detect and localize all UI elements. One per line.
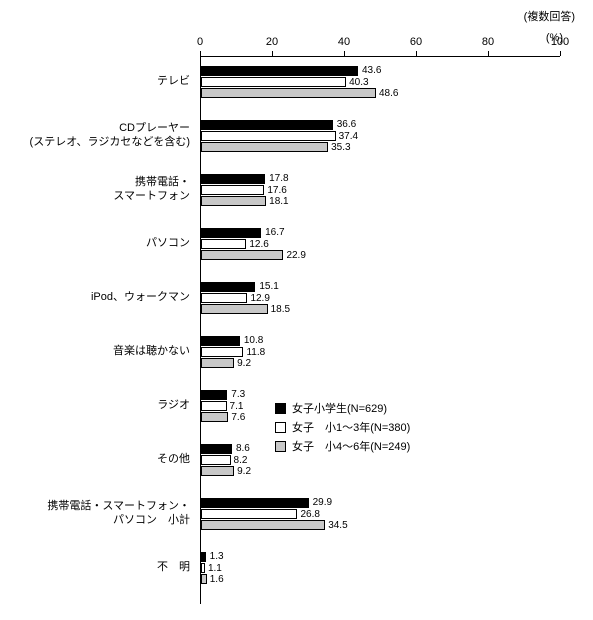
category-label: 音楽は聴かない	[0, 345, 190, 359]
bar: 17.6	[201, 185, 264, 195]
bar: 9.2	[201, 358, 234, 368]
bar: 7.3	[201, 390, 227, 400]
bar: 48.6	[201, 88, 376, 98]
legend-item: 女子 小1～3年(N=380)	[275, 419, 410, 435]
axis-tick-label: 80	[473, 36, 503, 48]
bar: 29.9	[201, 498, 309, 508]
bar-value-label: 12.9	[246, 293, 269, 304]
axis-tick-label: 40	[329, 36, 359, 48]
axis-tick-label: 0	[185, 36, 215, 48]
category-label: 不 明	[0, 561, 190, 575]
bar-value-label: 12.6	[245, 239, 268, 250]
bar-value-label: 8.2	[230, 455, 248, 466]
legend-label: 女子 小4～6年(N=249)	[292, 438, 410, 454]
legend: 女子小学生(N=629) 女子 小1～3年(N=380) 女子 小4～6年(N=24…	[275, 400, 410, 457]
bar-value-label: 40.3	[345, 77, 368, 88]
bar: 7.1	[201, 401, 227, 411]
bar: 12.9	[201, 293, 247, 303]
category-label: 携帯電話・スマートフォン	[0, 176, 190, 204]
category-label: テレビ	[0, 75, 190, 89]
category-label: パソコン	[0, 237, 190, 251]
bar: 16.7	[201, 228, 261, 238]
bar: 15.1	[201, 282, 255, 292]
bar-value-label: 29.9	[309, 497, 332, 508]
bar: 1.1	[201, 563, 205, 573]
axis-tick-label: 100	[545, 36, 575, 48]
bar: 9.2	[201, 466, 234, 476]
bar: 18.5	[201, 304, 268, 314]
bar: 12.6	[201, 239, 246, 249]
axis-tick-label: 60	[401, 36, 431, 48]
bar-value-label: 17.6	[263, 185, 286, 196]
bar-value-label: 36.6	[333, 119, 356, 130]
legend-item: 女子 小4～6年(N=249)	[275, 438, 410, 454]
bar-value-label: 22.9	[282, 250, 305, 261]
bar: 7.6	[201, 412, 228, 422]
bar-value-label: 35.3	[327, 142, 350, 153]
bar-value-label: 43.6	[358, 65, 381, 76]
bar-value-label: 10.8	[240, 335, 263, 346]
bar: 37.4	[201, 131, 336, 141]
bar-value-label: 26.8	[296, 509, 319, 520]
bar-value-label: 1.6	[206, 574, 224, 585]
bar-value-label: 7.6	[227, 412, 245, 423]
bar-value-label: 11.8	[242, 347, 265, 358]
bar-value-label: 7.3	[227, 389, 245, 400]
category-label: CDプレーヤー(ステレオ、ラジカセなどを含む)	[0, 122, 190, 150]
bar-value-label: 18.1	[265, 196, 288, 207]
bar-value-label: 9.2	[233, 466, 251, 477]
category-label: ラジオ	[0, 399, 190, 413]
bar: 8.6	[201, 444, 232, 454]
category-label: 携帯電話・スマートフォン・パソコン 小計	[0, 500, 190, 528]
bar: 17.8	[201, 174, 265, 184]
legend-label: 女子 小1～3年(N=380)	[292, 419, 410, 435]
bar: 8.2	[201, 455, 231, 465]
bar: 40.3	[201, 77, 346, 87]
multiple-answer-note: (複数回答)	[524, 8, 575, 24]
bar-value-label: 16.7	[261, 227, 284, 238]
bar: 1.6	[201, 574, 207, 584]
bar: 22.9	[201, 250, 283, 260]
bar: 35.3	[201, 142, 328, 152]
bar: 43.6	[201, 66, 358, 76]
category-label: iPod、ウォークマン	[0, 291, 190, 305]
axis-tick-label: 20	[257, 36, 287, 48]
bar: 36.6	[201, 120, 333, 130]
bar: 26.8	[201, 509, 297, 519]
bar-value-label: 37.4	[335, 131, 358, 142]
legend-label: 女子小学生(N=629)	[292, 400, 387, 416]
legend-swatch	[275, 422, 286, 433]
legend-swatch	[275, 403, 286, 414]
bar-value-label: 1.1	[204, 563, 222, 574]
bar-value-label: 18.5	[267, 304, 290, 315]
bar: 34.5	[201, 520, 325, 530]
chart: (複数回答) (%) 020406080100 テレビ43.640.348.6C…	[0, 0, 593, 620]
bar: 11.8	[201, 347, 243, 357]
bar-value-label: 34.5	[324, 520, 347, 531]
bar-value-label: 17.8	[265, 173, 288, 184]
bar-value-label: 8.6	[232, 443, 250, 454]
bar-value-label: 48.6	[375, 88, 398, 99]
bar: 10.8	[201, 336, 240, 346]
bar: 18.1	[201, 196, 266, 206]
bar-value-label: 9.2	[233, 358, 251, 369]
category-label: その他	[0, 453, 190, 467]
bar-value-label: 15.1	[255, 281, 278, 292]
bar-value-label: 1.3	[206, 551, 224, 562]
legend-item: 女子小学生(N=629)	[275, 400, 410, 416]
bar-value-label: 7.1	[226, 401, 244, 412]
legend-swatch	[275, 441, 286, 452]
bar: 1.3	[201, 552, 206, 562]
